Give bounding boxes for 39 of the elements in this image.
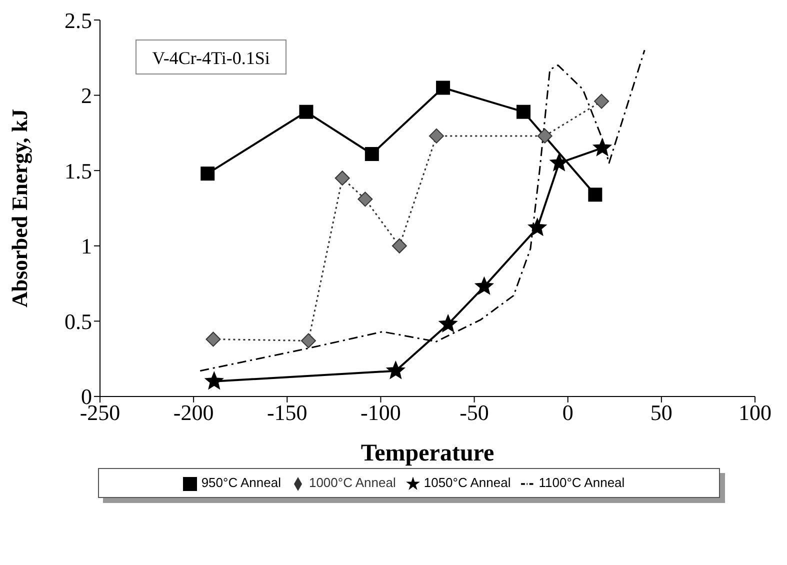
point [392, 238, 407, 254]
point [593, 138, 612, 156]
point [300, 333, 316, 348]
y-tick-label: 2 [81, 83, 92, 108]
x-tick-label: -100 [360, 400, 401, 426]
point [516, 104, 531, 119]
x-tick-label: 0 [562, 400, 574, 426]
x-tick-label: -50 [460, 400, 489, 426]
legend-label: 950°C Anneal [201, 475, 281, 490]
point [439, 314, 458, 332]
point [386, 361, 405, 379]
point [436, 80, 450, 95]
point [206, 332, 221, 347]
point [364, 147, 379, 162]
x-tick-label: -200 [173, 400, 214, 426]
y-tick-label: 1.5 [64, 158, 92, 184]
x-tick-label: -150 [266, 400, 308, 426]
point [588, 188, 602, 202]
y-tick-label: 0.5 [64, 308, 92, 334]
point [475, 277, 494, 294]
x-tick-label: 50 [650, 400, 672, 426]
legend-label: 1000°C Anneal [308, 475, 396, 490]
y-axis-title: Absorbed Energy, kJ [6, 108, 32, 308]
point [200, 166, 215, 181]
y-tick-label: 1 [81, 234, 92, 259]
point [537, 128, 552, 144]
annotation: V-4Cr-4Ti-0.1Si [152, 48, 270, 68]
point [334, 170, 350, 186]
point [205, 372, 224, 390]
y-tick-label: 2.5 [64, 8, 92, 33]
point [528, 218, 546, 236]
point [299, 104, 314, 119]
legend-label: 1100°C Anneal [538, 475, 625, 490]
point [594, 94, 610, 109]
x-axis-title: Temperature [360, 440, 495, 466]
point [358, 192, 373, 207]
legend-label: 1050°C Anneal [424, 475, 511, 490]
x-tick-label: 100 [738, 400, 772, 426]
point [428, 128, 444, 144]
